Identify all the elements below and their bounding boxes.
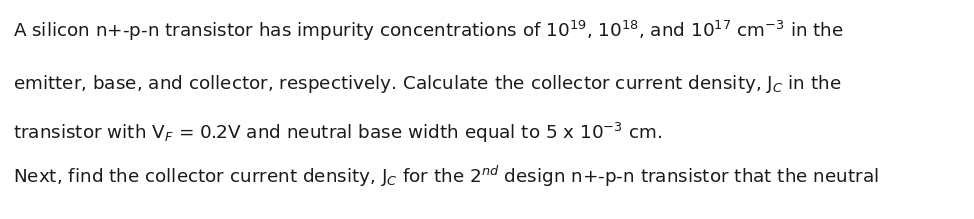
Text: Next, find the collector current density, J$_C$ for the 2$^{nd}$ design n+-p-n t: Next, find the collector current density… [13,164,879,189]
Text: emitter, base, and collector, respectively. Calculate the collector current dens: emitter, base, and collector, respective… [13,73,842,95]
Text: A silicon n+-p-n transistor has impurity concentrations of $10^{19}$, $10^{18}$,: A silicon n+-p-n transistor has impurity… [13,19,843,43]
Text: transistor with V$_F$ = 0.2V and neutral base width equal to 5 x $10^{-3}$ cm.: transistor with V$_F$ = 0.2V and neutral… [13,121,661,145]
